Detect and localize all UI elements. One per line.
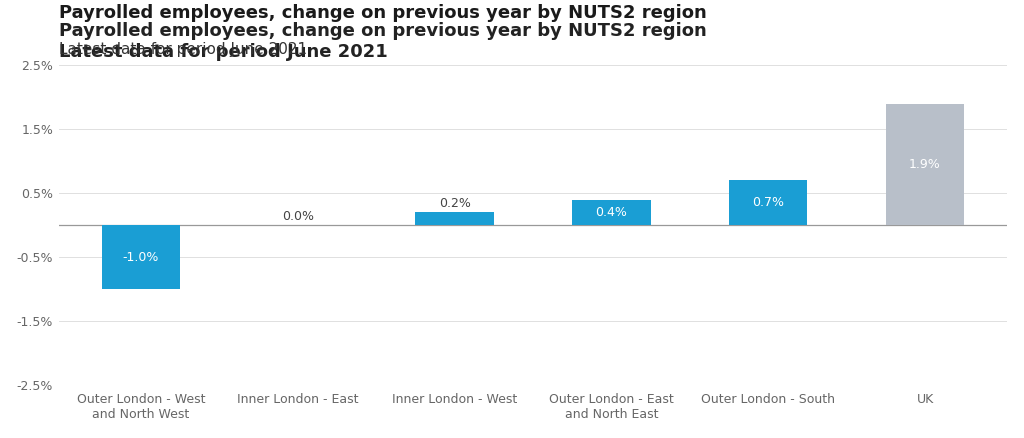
Text: 0.0%: 0.0% <box>282 210 313 223</box>
Bar <box>416 212 494 225</box>
Bar <box>572 200 650 225</box>
Text: -1.0%: -1.0% <box>123 251 159 264</box>
Bar <box>729 180 807 225</box>
Text: Latest data for period June 2021: Latest data for period June 2021 <box>58 42 307 57</box>
Bar <box>886 104 965 225</box>
Text: 0.2%: 0.2% <box>438 197 471 210</box>
Text: 0.7%: 0.7% <box>753 196 784 209</box>
Text: Payrolled employees, change on previous year by NUTS2 region
Latest data for per: Payrolled employees, change on previous … <box>58 22 707 61</box>
Bar <box>101 225 180 289</box>
Text: 0.4%: 0.4% <box>596 206 628 219</box>
Text: 1.9%: 1.9% <box>909 158 941 171</box>
Text: Payrolled employees, change on previous year by NUTS2 region: Payrolled employees, change on previous … <box>58 4 707 21</box>
